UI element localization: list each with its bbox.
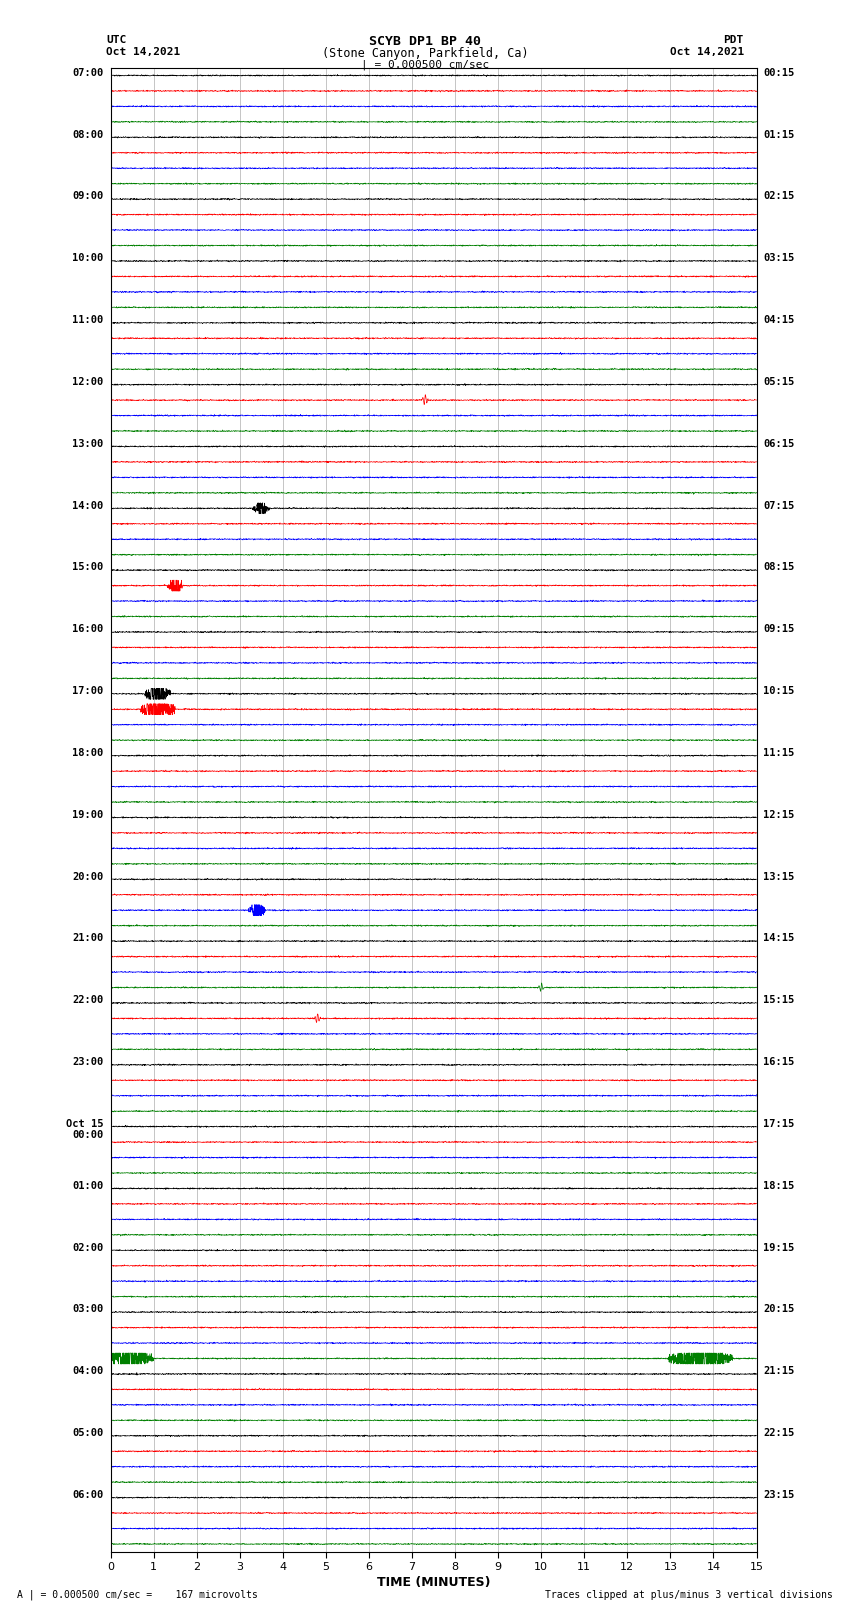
Text: 10:15: 10:15 xyxy=(763,686,795,697)
Text: 23:00: 23:00 xyxy=(72,1057,104,1068)
Text: 14:15: 14:15 xyxy=(763,934,795,944)
Text: 22:15: 22:15 xyxy=(763,1428,795,1439)
Text: 11:15: 11:15 xyxy=(763,748,795,758)
Text: | = 0.000500 cm/sec: | = 0.000500 cm/sec xyxy=(361,60,489,71)
Text: 06:15: 06:15 xyxy=(763,439,795,448)
Text: 22:00: 22:00 xyxy=(72,995,104,1005)
Text: 11:00: 11:00 xyxy=(72,315,104,326)
Text: SCYB DP1 BP 40: SCYB DP1 BP 40 xyxy=(369,35,481,48)
Text: Traces clipped at plus/minus 3 vertical divisions: Traces clipped at plus/minus 3 vertical … xyxy=(545,1590,833,1600)
Text: 03:15: 03:15 xyxy=(763,253,795,263)
Text: Oct 14,2021: Oct 14,2021 xyxy=(106,47,180,56)
Text: PDT: PDT xyxy=(723,35,744,45)
Text: 09:15: 09:15 xyxy=(763,624,795,634)
Text: 02:00: 02:00 xyxy=(72,1242,104,1253)
Text: 14:00: 14:00 xyxy=(72,500,104,511)
Text: 12:15: 12:15 xyxy=(763,810,795,819)
Text: 13:00: 13:00 xyxy=(72,439,104,448)
Text: 10:00: 10:00 xyxy=(72,253,104,263)
Text: 08:15: 08:15 xyxy=(763,563,795,573)
Text: 12:00: 12:00 xyxy=(72,377,104,387)
Text: 23:15: 23:15 xyxy=(763,1490,795,1500)
Text: 02:15: 02:15 xyxy=(763,192,795,202)
Text: (Stone Canyon, Parkfield, Ca): (Stone Canyon, Parkfield, Ca) xyxy=(321,47,529,60)
Text: 16:00: 16:00 xyxy=(72,624,104,634)
Text: 19:00: 19:00 xyxy=(72,810,104,819)
Text: 20:00: 20:00 xyxy=(72,871,104,882)
Text: 01:00: 01:00 xyxy=(72,1181,104,1190)
Text: 08:00: 08:00 xyxy=(72,129,104,140)
Text: 04:00: 04:00 xyxy=(72,1366,104,1376)
Text: 03:00: 03:00 xyxy=(72,1305,104,1315)
Text: 13:15: 13:15 xyxy=(763,871,795,882)
Text: 05:15: 05:15 xyxy=(763,377,795,387)
Text: 16:15: 16:15 xyxy=(763,1057,795,1068)
Text: 15:00: 15:00 xyxy=(72,563,104,573)
Text: 01:15: 01:15 xyxy=(763,129,795,140)
Text: 20:15: 20:15 xyxy=(763,1305,795,1315)
Text: 18:00: 18:00 xyxy=(72,748,104,758)
Text: Oct 15
00:00: Oct 15 00:00 xyxy=(66,1119,104,1140)
Text: 00:15: 00:15 xyxy=(763,68,795,77)
Text: 06:00: 06:00 xyxy=(72,1490,104,1500)
Text: 07:00: 07:00 xyxy=(72,68,104,77)
Text: 21:00: 21:00 xyxy=(72,934,104,944)
Text: Oct 14,2021: Oct 14,2021 xyxy=(670,47,744,56)
Text: 18:15: 18:15 xyxy=(763,1181,795,1190)
Text: 17:00: 17:00 xyxy=(72,686,104,697)
Text: A | = 0.000500 cm/sec =    167 microvolts: A | = 0.000500 cm/sec = 167 microvolts xyxy=(17,1589,258,1600)
Text: 21:15: 21:15 xyxy=(763,1366,795,1376)
Text: 07:15: 07:15 xyxy=(763,500,795,511)
Text: 04:15: 04:15 xyxy=(763,315,795,326)
Text: 19:15: 19:15 xyxy=(763,1242,795,1253)
Text: 09:00: 09:00 xyxy=(72,192,104,202)
Text: 15:15: 15:15 xyxy=(763,995,795,1005)
X-axis label: TIME (MINUTES): TIME (MINUTES) xyxy=(377,1576,490,1589)
Text: UTC: UTC xyxy=(106,35,127,45)
Text: 05:00: 05:00 xyxy=(72,1428,104,1439)
Text: 17:15: 17:15 xyxy=(763,1119,795,1129)
